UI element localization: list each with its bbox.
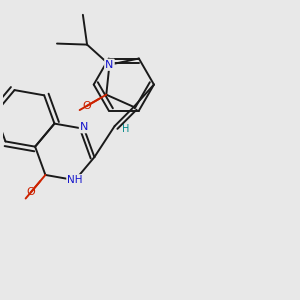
Text: O: O	[26, 188, 35, 197]
Text: H: H	[122, 124, 129, 134]
Text: NH: NH	[67, 175, 83, 185]
Text: O: O	[82, 101, 91, 111]
Text: N: N	[105, 60, 114, 70]
Text: N: N	[80, 122, 88, 132]
